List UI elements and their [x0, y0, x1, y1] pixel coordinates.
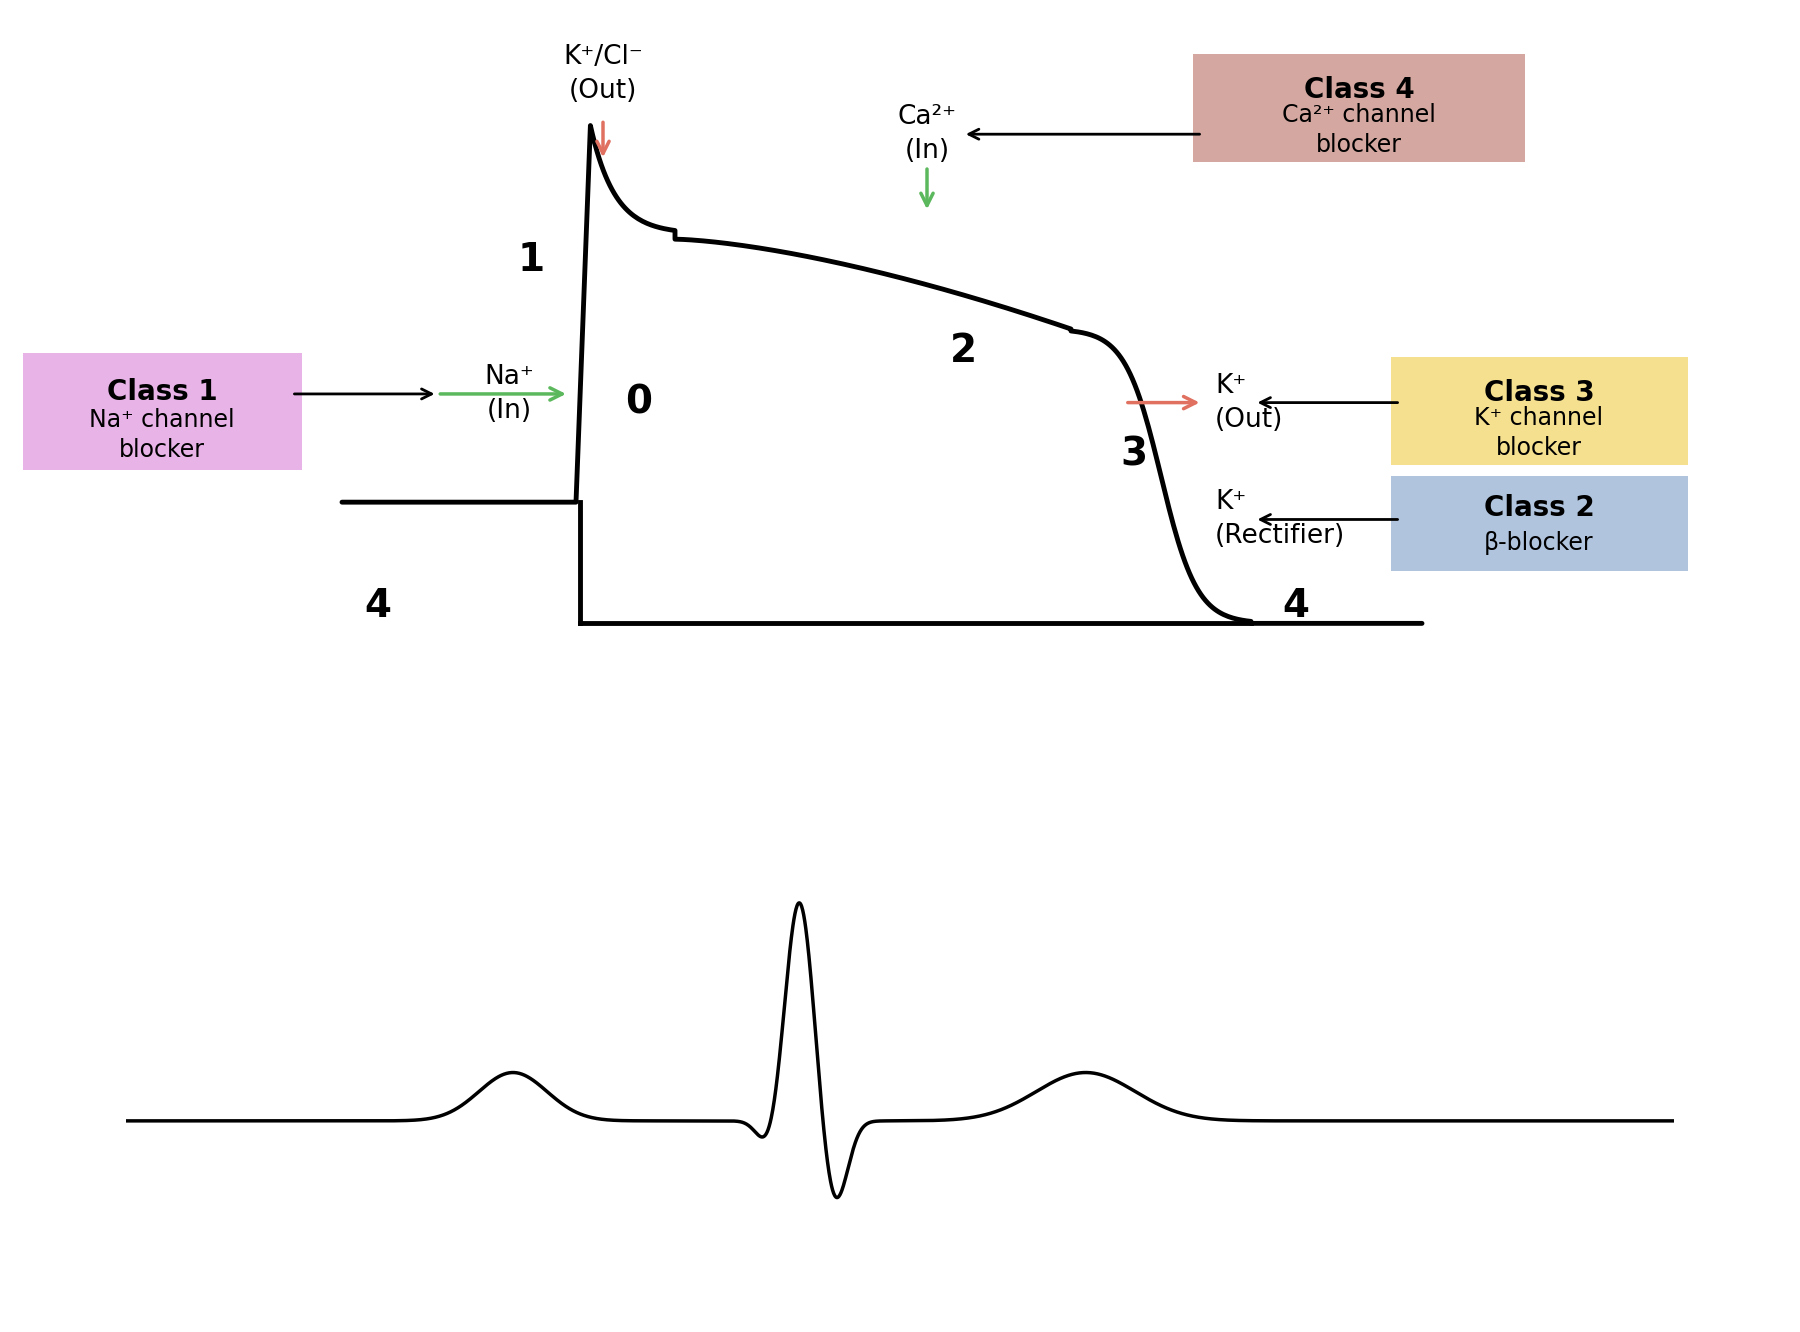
Text: Ca²⁺
(In): Ca²⁺ (In) [898, 104, 956, 164]
Text: Class 3: Class 3 [1483, 380, 1595, 408]
FancyBboxPatch shape [1390, 357, 1688, 465]
Text: Na⁺ channel
blocker: Na⁺ channel blocker [90, 408, 234, 462]
FancyBboxPatch shape [1192, 55, 1525, 163]
Text: 1: 1 [517, 241, 545, 278]
FancyBboxPatch shape [1390, 477, 1688, 571]
Text: K⁺
(Rectifier): K⁺ (Rectifier) [1215, 489, 1345, 550]
Text: K⁺ channel
blocker: K⁺ channel blocker [1474, 406, 1604, 460]
Text: 4: 4 [364, 587, 392, 625]
Text: 0: 0 [626, 384, 652, 422]
Text: 3: 3 [1120, 436, 1148, 474]
FancyBboxPatch shape [22, 353, 302, 470]
Text: K⁺/Cl⁻
(Out): K⁺/Cl⁻ (Out) [563, 44, 643, 104]
Text: Ca²⁺ channel
blocker: Ca²⁺ channel blocker [1282, 104, 1436, 157]
Text: Class 4: Class 4 [1303, 76, 1415, 104]
Text: Na⁺
(In): Na⁺ (In) [484, 364, 535, 424]
Text: 4: 4 [1282, 587, 1310, 625]
Text: Class 1: Class 1 [106, 378, 218, 406]
Text: β-blocker: β-blocker [1485, 531, 1593, 555]
Text: K⁺
(Out): K⁺ (Out) [1215, 373, 1283, 433]
Text: Class 2: Class 2 [1483, 494, 1595, 522]
Text: 2: 2 [949, 332, 977, 370]
